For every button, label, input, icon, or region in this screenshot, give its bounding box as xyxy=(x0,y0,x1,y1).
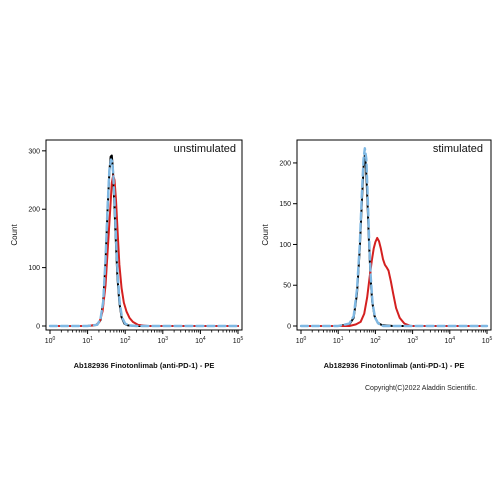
histogram-series-1 xyxy=(49,174,239,327)
x-tick-label: 101 xyxy=(333,336,344,345)
y-tick-label: 0 xyxy=(36,324,40,331)
x-tick-label: 104 xyxy=(195,336,206,345)
y-tick-label: 200 xyxy=(279,160,291,167)
x-tick-label: 103 xyxy=(158,336,169,345)
histogram-series-1 xyxy=(300,236,488,327)
x-tick-label: 102 xyxy=(370,336,381,345)
histogram-series-2 xyxy=(299,147,489,328)
y-tick-label: 100 xyxy=(28,265,40,272)
x-axis-label: Ab182936 Finotonlimab (anti-PD-1) - PE xyxy=(74,361,215,370)
y-tick-label: 150 xyxy=(279,201,291,208)
y-tick-label: 100 xyxy=(279,242,291,249)
histogram-panel-unstimulated: 0 100 200 300 100 101 102 103 104 105 unstimulated… xyxy=(10,139,244,370)
histogram-panel-stimulated: 0 50 100 150 200 100 101 102 103 104 105 stimulated… xyxy=(261,139,493,370)
y-tick-label: 50 xyxy=(283,283,291,290)
plot-frame xyxy=(45,139,243,331)
y-axis-label: Count xyxy=(10,224,19,246)
y-axis-label: Count xyxy=(261,224,270,246)
x-tick-label: 105 xyxy=(482,336,493,345)
x-axis-label: Ab182936 Finotonlimab (anti-PD-1) - PE xyxy=(324,361,465,370)
y-tick-label: 0 xyxy=(287,324,291,331)
panel-label: unstimulated xyxy=(174,143,236,155)
x-tick-label: 100 xyxy=(45,336,56,345)
x-tick-label: 102 xyxy=(120,336,131,345)
x-tick-label: 103 xyxy=(407,336,418,345)
x-tick-label: 104 xyxy=(445,336,456,345)
x-tick-label: 105 xyxy=(233,336,244,345)
x-tick-label: 100 xyxy=(296,336,307,345)
y-tick-label: 300 xyxy=(28,148,40,155)
copyright-footer: Copyright(C)2022 Aladdin Scientific. xyxy=(365,385,478,392)
panel-label: stimulated xyxy=(433,143,483,155)
histogram-series-2 xyxy=(48,158,240,328)
x-tick-label: 101 xyxy=(82,336,93,345)
plot-frame xyxy=(296,139,492,331)
y-tick-label: 200 xyxy=(28,207,40,214)
histogram-series-0 xyxy=(49,154,239,327)
